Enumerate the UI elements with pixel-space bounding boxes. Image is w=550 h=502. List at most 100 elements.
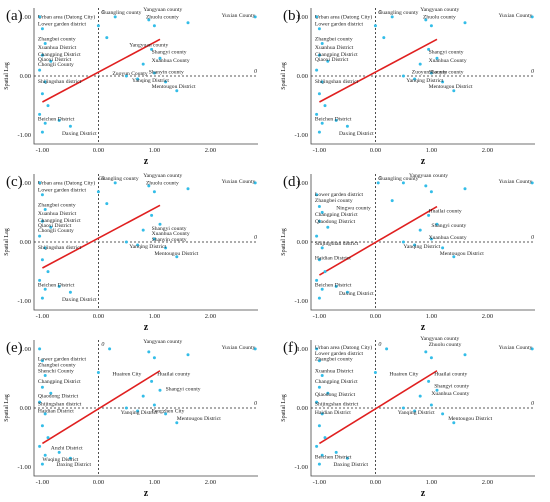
- data-point: [150, 379, 154, 383]
- data-point: [40, 424, 44, 428]
- data-point: [424, 18, 428, 22]
- data-point: [150, 47, 154, 51]
- data-point: [390, 199, 394, 203]
- district-label: Haidian District: [315, 256, 351, 262]
- data-point: [463, 187, 467, 191]
- data-point: [317, 53, 321, 57]
- x-tick-label: 2.00: [482, 147, 493, 154]
- x-axis-title: z: [144, 488, 149, 499]
- data-point: [315, 400, 319, 404]
- x-axis-title: z: [421, 156, 426, 167]
- zero-label-top: 0: [101, 176, 104, 182]
- axes-frame: [310, 340, 535, 477]
- data-point: [113, 181, 117, 185]
- scatter-panel: 0 0 1.00 0.00 -1.00 -1.00 0.00 1.00 2.00 z Spatial…: [4, 339, 258, 499]
- data-point: [413, 243, 417, 247]
- district-label: Beichen District: [315, 282, 352, 288]
- regression-line: [42, 204, 161, 269]
- zero-label-top: 0: [378, 10, 381, 16]
- district-label: Daxing District: [62, 297, 97, 303]
- data-point: [373, 371, 377, 375]
- district-label: Urban area (Datong City): [38, 180, 95, 187]
- x-tick-label: 0.00: [93, 147, 104, 154]
- district-label: Zhuolu county: [146, 181, 179, 187]
- data-point: [463, 21, 467, 25]
- district-label: Daxing District: [333, 462, 368, 468]
- panel-letter: (d): [283, 174, 301, 190]
- data-point: [253, 347, 257, 351]
- axes-frame: [33, 8, 258, 145]
- x-tick-label: 1.00: [149, 313, 160, 320]
- zero-label-right: 0: [254, 401, 257, 407]
- data-point: [530, 181, 534, 185]
- district-label: Mentougou District: [152, 84, 196, 90]
- x-tick-label: -1.00: [313, 479, 327, 486]
- district-label: Beichen District: [38, 282, 75, 288]
- y-tick-label: 1.00: [20, 14, 31, 21]
- data-point: [152, 190, 156, 194]
- district-label: Yanqing District: [398, 410, 435, 416]
- zero-label-top: 0: [101, 10, 104, 16]
- data-point: [413, 77, 417, 81]
- panel-letter: (c): [6, 174, 23, 190]
- data-point: [124, 406, 128, 410]
- data-point: [253, 181, 257, 185]
- data-point: [334, 284, 338, 288]
- district-label: Shijingshan district: [38, 402, 82, 408]
- data-point: [49, 391, 53, 395]
- district-label: Lower garden district: [315, 192, 364, 198]
- district-label: Xuanhua District: [315, 369, 354, 375]
- data-point: [68, 456, 72, 460]
- data-point: [40, 53, 44, 57]
- data-point: [334, 450, 338, 454]
- district-label: Shanyin county: [149, 70, 184, 76]
- x-tick-label: 2.00: [482, 479, 493, 486]
- data-point: [530, 347, 534, 351]
- district-label: Beichen District: [315, 454, 352, 460]
- data-point: [320, 412, 324, 416]
- data-point: [96, 371, 100, 375]
- district-label: Wuqing District: [42, 457, 78, 463]
- data-point: [46, 436, 50, 440]
- district-label: Zhangbei county: [315, 198, 353, 204]
- data-point: [96, 190, 100, 194]
- x-tick-label: 0.00: [370, 479, 381, 486]
- data-point: [38, 112, 42, 116]
- district-label: Zuoyun County: [412, 70, 447, 76]
- district-label: Xuanhua District: [38, 45, 77, 51]
- district-label: Yuxian County: [222, 13, 256, 19]
- district-label: Daxing District: [56, 462, 91, 468]
- district-label: Yangyuan county: [129, 42, 168, 48]
- data-point: [40, 27, 44, 31]
- y-tick-label: -1.00: [17, 132, 31, 139]
- district-label: Shenchi County: [38, 369, 74, 375]
- y-tick-label: 1.00: [20, 180, 31, 187]
- data-point: [152, 237, 156, 241]
- x-axis-title: z: [144, 322, 149, 333]
- district-label: Yuxian County: [499, 13, 533, 19]
- data-point: [147, 184, 151, 188]
- district-label: Shijingshan district: [315, 402, 359, 408]
- district-label: Xuanhua County: [152, 231, 190, 237]
- district-label: Urban area (Datong City): [38, 14, 95, 21]
- data-point: [124, 74, 128, 78]
- data-point: [452, 89, 456, 93]
- data-point: [418, 62, 422, 66]
- district-label: Shanyin county: [429, 70, 464, 76]
- data-point: [40, 92, 44, 96]
- data-point: [40, 296, 44, 300]
- district-label: Lower garden district: [315, 351, 364, 357]
- y-tick-label: -1.00: [294, 464, 308, 471]
- data-point: [49, 59, 53, 63]
- district-label: Ningwu county: [336, 205, 371, 211]
- x-axis-title: z: [144, 156, 149, 167]
- district-label: Guangling county: [378, 10, 418, 16]
- data-point: [38, 278, 42, 282]
- district-label: Anzhi District: [51, 445, 83, 451]
- data-point: [38, 347, 42, 351]
- district-label: Zhangbei county: [38, 37, 76, 43]
- panel-letter: (a): [6, 8, 23, 24]
- district-label: Qiaodong District: [38, 393, 79, 399]
- regression-line: [41, 370, 161, 445]
